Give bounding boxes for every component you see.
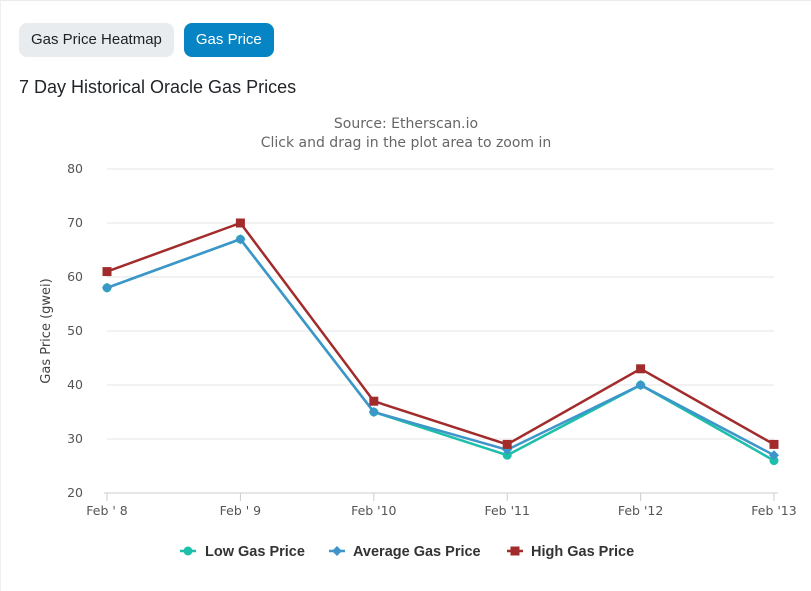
x-tick-label: Feb '11 bbox=[484, 503, 529, 518]
data-point-high[interactable] bbox=[102, 267, 112, 277]
tab-gas-price-heatmap[interactable]: Gas Price Heatmap bbox=[19, 23, 174, 57]
tab-bar: Gas Price Heatmap Gas Price bbox=[19, 23, 274, 57]
data-point-low[interactable] bbox=[769, 456, 779, 466]
legend-label: Average Gas Price bbox=[353, 544, 481, 560]
x-tick-label: Feb '10 bbox=[351, 503, 396, 518]
data-point-high[interactable] bbox=[769, 439, 779, 449]
series-line-average[interactable] bbox=[106, 237, 775, 457]
y-tick-label: 50 bbox=[67, 323, 83, 338]
y-tick-label: 60 bbox=[67, 269, 83, 284]
data-point-low[interactable] bbox=[502, 450, 512, 460]
data-point-high[interactable] bbox=[369, 396, 379, 406]
y-tick-label: 40 bbox=[67, 377, 83, 392]
x-axis: Feb ' 8 Feb ' 9 Feb '10 Feb '11 Feb '12 Feb '… bbox=[86, 492, 797, 518]
series-line-low[interactable] bbox=[106, 237, 775, 462]
legend-item-average[interactable]: Average Gas Price bbox=[329, 544, 481, 560]
legend-label: Low Gas Price bbox=[205, 544, 305, 560]
chart-subtitle-zoom-hint: Click and drag in the plot area to zoom … bbox=[261, 135, 552, 151]
y-tick-label: 80 bbox=[67, 161, 83, 176]
chart-subtitle-source: Source: Etherscan.io bbox=[334, 116, 478, 132]
data-point-high[interactable] bbox=[235, 218, 245, 228]
y-tick-label: 20 bbox=[67, 485, 83, 500]
x-tick-label: Feb ' 8 bbox=[86, 503, 128, 518]
legend-marker[interactable] bbox=[183, 546, 193, 556]
x-tick-label: Feb '13 bbox=[751, 503, 796, 518]
x-tick-label: Feb ' 9 bbox=[220, 503, 262, 518]
data-point-high[interactable] bbox=[502, 439, 512, 449]
y-tick-label: 30 bbox=[67, 431, 83, 446]
series-high bbox=[102, 218, 779, 449]
series-layer bbox=[102, 218, 779, 466]
x-tick-label: Feb '12 bbox=[618, 503, 663, 518]
legend-marker[interactable] bbox=[332, 546, 342, 556]
data-point-average[interactable] bbox=[635, 380, 646, 390]
data-point-average[interactable] bbox=[235, 234, 246, 245]
series-average bbox=[102, 234, 779, 461]
y-axis-title: Gas Price (gwei) bbox=[39, 278, 54, 383]
legend: Low Gas Price Average Gas Price High Gas P… bbox=[180, 544, 634, 560]
legend-item-high[interactable]: High Gas Price bbox=[507, 544, 634, 560]
series-line-high[interactable] bbox=[106, 221, 775, 446]
y-tick-label: 70 bbox=[67, 215, 83, 230]
legend-label: High Gas Price bbox=[531, 544, 634, 560]
tab-gas-price[interactable]: Gas Price bbox=[183, 23, 274, 57]
legend-marker[interactable] bbox=[510, 546, 520, 556]
data-point-average[interactable] bbox=[102, 282, 112, 293]
data-point-average[interactable] bbox=[368, 407, 379, 417]
data-point-average[interactable] bbox=[769, 450, 779, 461]
y-axis-ticks: 20 30 40 50 60 70 80 bbox=[67, 161, 83, 500]
data-point-high[interactable] bbox=[636, 364, 646, 374]
legend-item-low[interactable]: Low Gas Price bbox=[180, 544, 305, 560]
grid-lines bbox=[107, 168, 774, 440]
page-title: 7 Day Historical Oracle Gas Prices bbox=[19, 77, 297, 97]
